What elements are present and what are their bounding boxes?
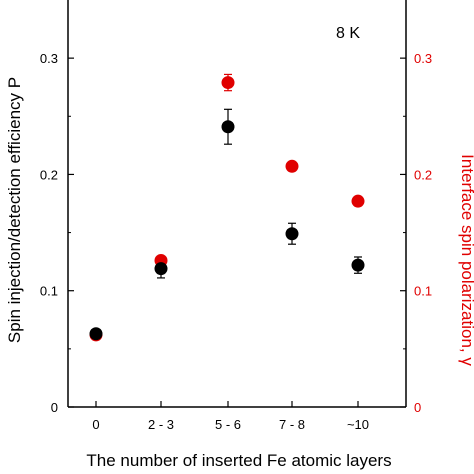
temperature-annotation: 8 K [336,25,360,42]
x-tick-label: 2 - 3 [148,417,174,432]
x-tick-label: ~10 [347,417,369,432]
y-left-tick-label: 0.1 [40,284,58,299]
data-point-black [285,227,299,241]
data-point-black [221,120,235,134]
x-tick-label: 7 - 8 [279,417,305,432]
data-point-red [351,194,365,208]
x-tick-label: 0 [92,417,99,432]
data-point-red [285,159,299,173]
x-axis-title: The number of inserted Fe atomic layers [86,451,391,470]
y-left-tick-label: 0.2 [40,167,58,182]
y-right-tick-label: 0.1 [414,284,432,299]
y-right-tick-label: 0.3 [414,51,432,66]
y-axis-right-title: Interface spin polarization, γ [458,154,474,366]
x-tick-label: 5 - 6 [215,417,241,432]
y-right-tick-label: 0 [414,400,421,415]
data-point-black [351,258,365,272]
y-right-tick-label: 0.2 [414,167,432,182]
y-axis-left-title: Spin injection/detection efficiency P [5,77,24,343]
data-point-red [221,76,235,90]
data-point-black [154,262,168,276]
data-point-black [89,327,103,341]
y-left-tick-label: 0 [51,400,58,415]
y-left-tick-label: 0.3 [40,51,58,66]
